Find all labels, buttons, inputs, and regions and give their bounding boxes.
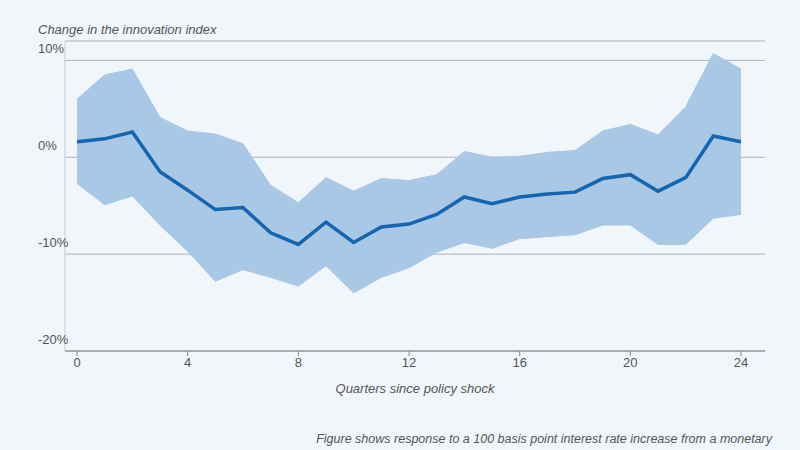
- svg-text:-10%: -10%: [38, 235, 69, 250]
- svg-text:10%: 10%: [38, 41, 64, 56]
- svg-text:8: 8: [295, 355, 302, 370]
- html-text:Quarters since policy shock: Quarters since policy shock: [335, 381, 495, 396]
- svg-text:20: 20: [623, 355, 637, 370]
- svg-text:4: 4: [184, 355, 191, 370]
- svg-text:0%: 0%: [38, 138, 57, 153]
- svg-text:12: 12: [402, 355, 416, 370]
- svg-text:-20%: -20%: [38, 332, 69, 347]
- svg-text:0: 0: [73, 355, 80, 370]
- svg-text:24: 24: [734, 355, 748, 370]
- svg-text:16: 16: [512, 355, 526, 370]
- html-text:Figure shows response to a 100: Figure shows response to a 100 basis poi…: [316, 432, 772, 446]
- html-text:Change in the innovation index: Change in the innovation index: [38, 22, 217, 37]
